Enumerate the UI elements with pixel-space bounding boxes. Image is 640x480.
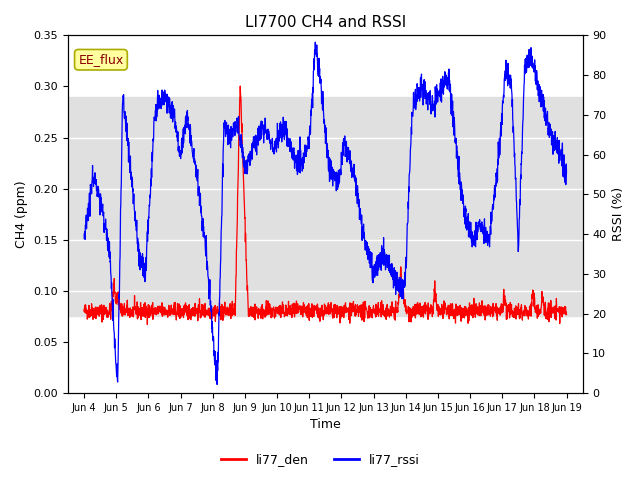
- Legend: li77_den, li77_rssi: li77_den, li77_rssi: [216, 448, 424, 471]
- X-axis label: Time: Time: [310, 419, 340, 432]
- Y-axis label: RSSI (%): RSSI (%): [612, 187, 625, 241]
- Title: LI7700 CH4 and RSSI: LI7700 CH4 and RSSI: [244, 15, 406, 30]
- Y-axis label: CH4 (ppm): CH4 (ppm): [15, 180, 28, 248]
- Bar: [68, 96, 582, 316]
- Text: EE_flux: EE_flux: [78, 53, 124, 66]
